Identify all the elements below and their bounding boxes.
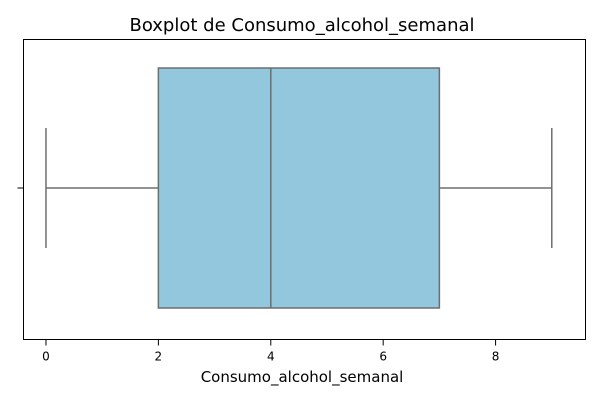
iqr-box [157,67,441,309]
x-axis-ticks: 0 2 4 6 8 [42,339,500,364]
x-tick-label: 2 [155,350,163,364]
x-tick-label: 8 [492,350,500,364]
plot-area-frame [23,39,586,340]
boxplot [45,67,553,309]
x-tick-label: 4 [267,350,275,364]
chart-title: Boxplot de Consumo_alcohol_semanal [129,15,474,36]
x-tick-label: 6 [379,350,387,364]
x-axis-label: Consumo_alcohol_semanal [201,368,404,387]
x-tick-label: 0 [42,350,50,364]
